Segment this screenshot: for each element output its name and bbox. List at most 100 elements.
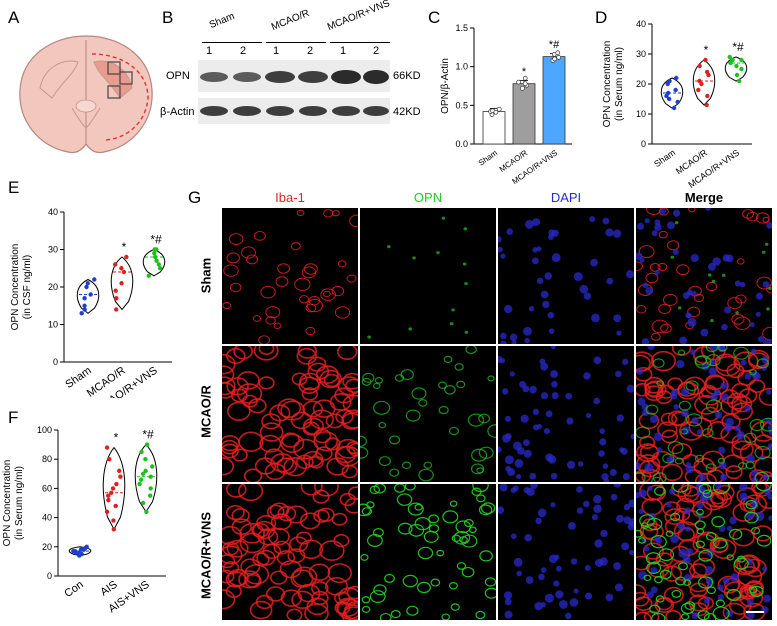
nucleus-dapi bbox=[734, 425, 741, 432]
cell-opn bbox=[367, 335, 371, 339]
nucleus-dapi bbox=[500, 332, 507, 340]
blot-kd-actin: 42KD bbox=[393, 106, 421, 118]
cell-iba1 bbox=[248, 398, 267, 414]
nucleus-dapi bbox=[720, 381, 728, 390]
data-point bbox=[82, 307, 87, 312]
cell-iba1 bbox=[738, 554, 761, 573]
nucleus-dapi bbox=[505, 465, 512, 472]
data-point bbox=[522, 75, 528, 81]
nucleus-dapi bbox=[707, 262, 716, 271]
cell-iba1 bbox=[226, 252, 240, 264]
nucleus-dapi bbox=[519, 380, 526, 388]
nucleus-dapi bbox=[651, 230, 658, 237]
cell-iba1 bbox=[694, 394, 719, 415]
cell-opn bbox=[659, 569, 672, 580]
cell-iba1 bbox=[266, 504, 285, 520]
nucleus-dapi bbox=[594, 539, 603, 548]
nucleus-dapi bbox=[615, 370, 622, 378]
cell-iba1 bbox=[249, 600, 273, 620]
nucleus-dapi bbox=[669, 488, 676, 495]
cell-opn bbox=[705, 346, 719, 353]
nucleus-dapi bbox=[647, 485, 653, 491]
nucleus-dapi bbox=[749, 322, 755, 328]
nucleus-dapi bbox=[498, 506, 505, 514]
micro-grid bbox=[222, 208, 774, 624]
cell-iba1 bbox=[296, 209, 305, 217]
violin bbox=[134, 443, 158, 513]
data-point bbox=[107, 457, 112, 462]
cell-iba1 bbox=[738, 388, 758, 404]
y-tick-label: 40 bbox=[48, 207, 58, 217]
cell-opn bbox=[456, 562, 467, 570]
cell-iba1 bbox=[346, 585, 358, 600]
cell-opn bbox=[671, 589, 682, 598]
data-point bbox=[143, 457, 148, 462]
data-point bbox=[154, 258, 159, 263]
cell-opn bbox=[674, 221, 679, 225]
nucleus-dapi bbox=[583, 372, 591, 380]
cell-iba1 bbox=[662, 565, 682, 582]
nucleus-dapi bbox=[610, 493, 618, 501]
nucleus-dapi bbox=[763, 338, 772, 344]
significance-mark: *# bbox=[732, 40, 744, 54]
cell-iba1 bbox=[705, 281, 718, 292]
cell-iba1 bbox=[725, 465, 743, 480]
cell-opn bbox=[478, 413, 491, 424]
nucleus-dapi bbox=[523, 449, 532, 458]
nucleus-dapi bbox=[504, 598, 512, 606]
blot-group-line-mcao bbox=[266, 42, 326, 43]
cell-opn bbox=[471, 487, 482, 496]
micro-tile bbox=[636, 484, 772, 620]
cell-opn bbox=[384, 573, 395, 583]
cell-opn bbox=[643, 574, 652, 582]
data-point bbox=[119, 281, 124, 286]
cell-iba1 bbox=[661, 463, 683, 482]
nucleus-dapi bbox=[502, 388, 509, 395]
blot-group-sham: Sham bbox=[207, 11, 237, 31]
cell-iba1 bbox=[243, 468, 263, 482]
nucleus-dapi bbox=[654, 219, 661, 226]
nucleus-dapi bbox=[498, 356, 503, 363]
nucleus-dapi bbox=[550, 370, 558, 378]
data-point bbox=[140, 471, 146, 476]
nucleus-dapi bbox=[698, 473, 706, 482]
nucleus-dapi bbox=[622, 472, 630, 481]
cell-opn bbox=[414, 517, 431, 531]
data-point bbox=[104, 509, 110, 514]
nucleus-dapi bbox=[755, 311, 761, 317]
cell-opn bbox=[461, 566, 475, 578]
cell-iba1 bbox=[238, 431, 264, 452]
cell-iba1 bbox=[223, 264, 239, 277]
cell-opn bbox=[706, 586, 717, 595]
cell-opn bbox=[698, 576, 714, 589]
cell-opn bbox=[756, 534, 772, 547]
nucleus-dapi bbox=[717, 584, 724, 591]
cell-iba1 bbox=[343, 601, 358, 620]
data-point bbox=[118, 474, 123, 479]
cell-iba1 bbox=[285, 505, 308, 524]
cell-iba1 bbox=[346, 441, 358, 455]
nucleus-dapi bbox=[654, 535, 661, 542]
nucleus-dapi bbox=[762, 281, 770, 288]
cell-iba1 bbox=[252, 520, 276, 540]
cell-iba1 bbox=[645, 272, 659, 284]
cell-iba1 bbox=[348, 442, 358, 457]
nucleus-dapi bbox=[620, 447, 628, 455]
cell-opn bbox=[702, 489, 713, 498]
cell-iba1 bbox=[660, 412, 678, 426]
cell-opn bbox=[443, 355, 453, 364]
nucleus-dapi bbox=[647, 346, 655, 350]
data-point bbox=[124, 254, 129, 260]
cell-iba1 bbox=[265, 306, 281, 319]
panel-letter-b: B bbox=[162, 8, 174, 27]
cell-iba1 bbox=[643, 610, 660, 620]
cell-iba1 bbox=[341, 464, 358, 479]
data-point bbox=[703, 57, 708, 63]
x-tick-label: Con bbox=[62, 579, 85, 600]
cell-opn bbox=[448, 426, 460, 436]
x-tick-label: Sham bbox=[477, 148, 500, 168]
cell-opn bbox=[678, 562, 689, 571]
y-tick-label: 0 bbox=[641, 139, 646, 149]
cell-opn bbox=[484, 577, 496, 587]
cell-opn bbox=[695, 540, 705, 549]
